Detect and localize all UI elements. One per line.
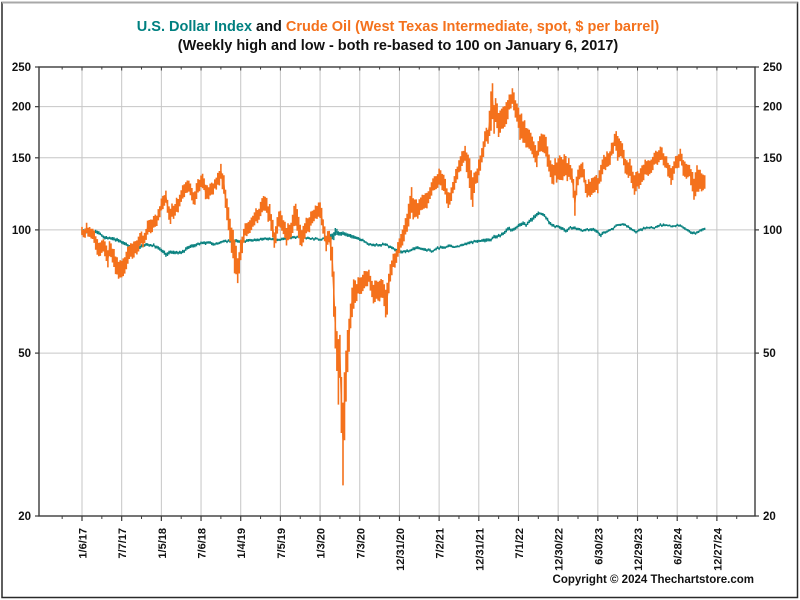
title-and-segment: and bbox=[252, 19, 286, 35]
chart-subtitle: (Weekly high and low - both re-based to … bbox=[178, 38, 619, 54]
series-range-bars bbox=[81, 83, 706, 486]
x-axis-label: 1/4/19 bbox=[236, 528, 248, 559]
y-axis-label-left: 200 bbox=[12, 102, 31, 114]
x-axis-label: 1/5/18 bbox=[157, 528, 169, 559]
x-axis-label: 12/31/21 bbox=[474, 528, 486, 571]
y-axis-label-right: 150 bbox=[763, 153, 782, 165]
x-axis-label: 12/30/22 bbox=[554, 528, 566, 571]
plot-border bbox=[38, 66, 756, 517]
gridlines bbox=[39, 67, 755, 516]
y-axis-label-left: 150 bbox=[12, 153, 31, 165]
x-axis-label: 12/31/20 bbox=[395, 528, 407, 571]
x-axis-label: 12/27/24 bbox=[712, 527, 724, 571]
x-axis-label: 7/7/17 bbox=[117, 528, 129, 559]
y-axis-label-left: 250 bbox=[12, 62, 31, 74]
data-series bbox=[81, 83, 706, 486]
title-usd-segment: U.S. Dollar Index bbox=[137, 19, 252, 35]
y-axis-label-left: 100 bbox=[12, 225, 31, 237]
y-axis-label-right: 250 bbox=[763, 62, 782, 74]
x-axis-label: 7/5/19 bbox=[276, 528, 288, 559]
x-axis-label: 6/30/23 bbox=[593, 528, 605, 565]
series-range-bars bbox=[81, 211, 706, 257]
x-axis-label: 7/1/22 bbox=[514, 528, 526, 559]
y-axis-label-right: 200 bbox=[763, 102, 782, 114]
title-oil-segment: Crude Oil (West Texas Intermediate, spot… bbox=[286, 19, 660, 35]
y-axis-label-right: 20 bbox=[763, 511, 776, 523]
axis-labels: 250 250 200 200 150 150 100 100 50 50 20 20 1/6/17 7/… bbox=[12, 62, 782, 571]
x-axis-label: 12/29/23 bbox=[633, 528, 645, 571]
y-axis-label-left: 20 bbox=[18, 511, 31, 523]
x-axis-label: 1/3/20 bbox=[316, 528, 328, 559]
axes-and-ticks bbox=[35, 66, 759, 521]
x-axis-label: 7/6/18 bbox=[197, 528, 209, 559]
x-axis-label: 7/3/20 bbox=[355, 528, 367, 559]
y-axis-label-right: 100 bbox=[763, 225, 782, 237]
x-axis-label: 6/28/24 bbox=[673, 527, 685, 565]
x-axis-label: 1/6/17 bbox=[78, 528, 90, 559]
series-oil bbox=[81, 83, 706, 486]
x-axis-label: 7/2/21 bbox=[435, 528, 447, 559]
series-usd bbox=[81, 211, 706, 257]
y-axis-label-left: 50 bbox=[18, 348, 31, 360]
chart-title: U.S. Dollar Index and Crude Oil (West Te… bbox=[137, 19, 660, 35]
y-axis-label-right: 50 bbox=[763, 348, 776, 360]
copyright-note: Copyright © 2024 Thechartstore.com bbox=[553, 574, 754, 586]
